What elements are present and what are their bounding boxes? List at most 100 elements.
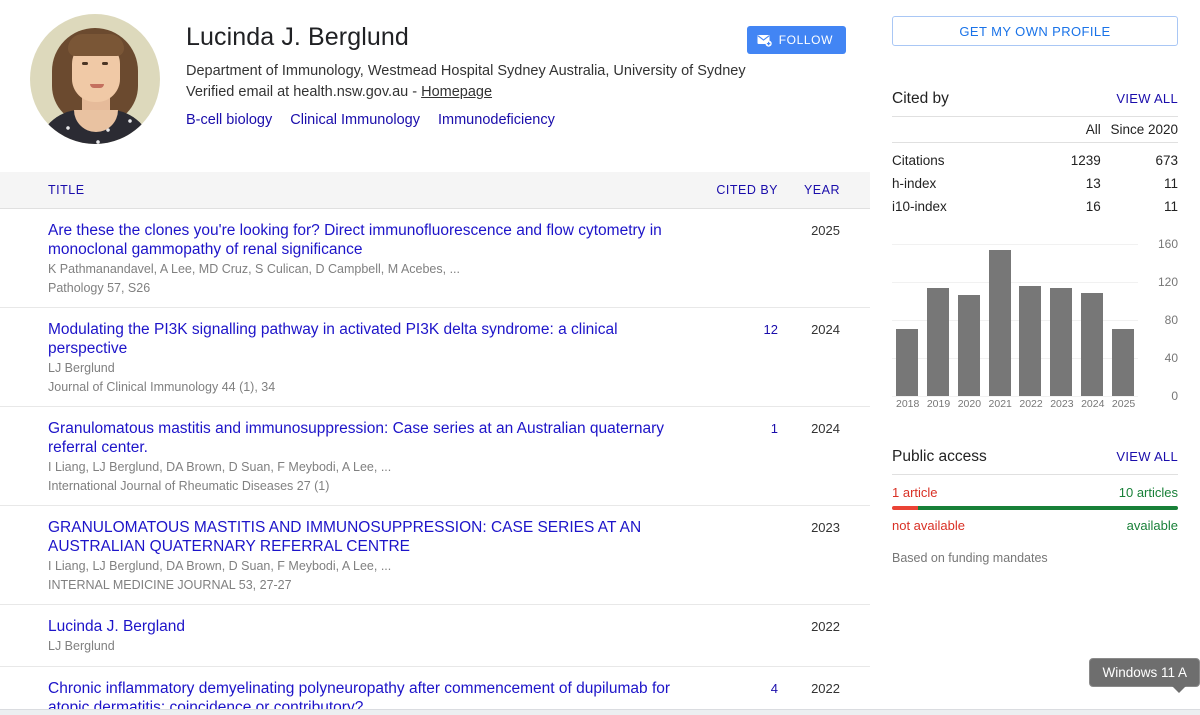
- gridline: [892, 244, 1138, 245]
- table-row[interactable]: Modulating the PI3K signalling pathway i…: [0, 308, 870, 407]
- metrics-header-blank: [892, 116, 1024, 143]
- chart-bar[interactable]: [1111, 329, 1134, 396]
- avatar[interactable]: [30, 14, 160, 144]
- public-access-counts: 1 article 10 articles: [892, 485, 1178, 500]
- column-header-cited-by[interactable]: CITED BY: [716, 183, 778, 197]
- column-header-title[interactable]: TITLE: [48, 183, 85, 197]
- public-access-bar-not-available: [892, 506, 918, 510]
- chart-plot-area: [892, 244, 1138, 397]
- table-row[interactable]: Are these the clones you're looking for?…: [0, 209, 870, 308]
- publication-title-link[interactable]: Lucinda J. Bergland: [48, 618, 186, 635]
- profile-info: Lucinda J. Berglund Department of Immuno…: [186, 14, 747, 128]
- chart-x-axis-labels: 2018 2019 2020 2021 2022 2023 2024 2025: [892, 398, 1138, 410]
- public-access-view-all-link[interactable]: VIEW ALL: [1116, 449, 1178, 464]
- publication-venue: Pathology 57, S26: [48, 280, 151, 295]
- publication-title-link[interactable]: GRANULOMATOUS MASTITIS AND IMMUNOSUPPRES…: [48, 519, 642, 555]
- chart-bar[interactable]: [957, 295, 980, 396]
- chart-bar-column: [957, 244, 980, 396]
- chart-bar-column: [988, 244, 1011, 396]
- chart-bar-column: [1050, 244, 1073, 396]
- public-access-labels: not available available: [892, 518, 1178, 533]
- chart-x-label: 2021: [988, 398, 1012, 410]
- chart-bar[interactable]: [1050, 288, 1073, 396]
- verified-email-text: Verified email at health.nsw.gov.au -: [186, 84, 422, 100]
- publication-title-link[interactable]: Are these the clones you're looking for?…: [48, 222, 662, 258]
- table-row[interactable]: Lucinda J. Bergland LJ Berglund 2022: [0, 605, 870, 667]
- public-access-bar: [892, 506, 1178, 510]
- publication-cell: Are these the clones you're looking for?…: [48, 221, 700, 296]
- chart-y-label: 120: [1157, 275, 1178, 289]
- table-row[interactable]: Chronic inflammatory demyelinating polyn…: [0, 667, 870, 715]
- publication-year: 2025: [811, 223, 840, 238]
- publication-title-link[interactable]: Modulating the PI3K signalling pathway i…: [48, 321, 618, 357]
- chart-y-axis-labels: 0 40 80 120 160: [1142, 236, 1178, 408]
- chart-y-label: 80: [1164, 313, 1178, 327]
- profile-photo-icon[interactable]: [30, 14, 160, 144]
- gridline: [892, 320, 1138, 321]
- publication-year: 2022: [811, 680, 840, 696]
- public-access-not-available-count[interactable]: 1 article: [892, 485, 938, 500]
- chart-bar-column: [926, 244, 949, 396]
- chart-bar[interactable]: [926, 288, 949, 396]
- public-access-available-count[interactable]: 10 articles: [1118, 485, 1178, 500]
- follow-button[interactable]: FOLLOW: [746, 26, 846, 54]
- envelope-plus-icon: [757, 34, 772, 47]
- metric-value-all: 13: [1085, 176, 1101, 191]
- publication-cited-by-count: [700, 221, 778, 223]
- publication-cited-by-count[interactable]: 4: [770, 680, 778, 696]
- gridline: [892, 396, 1138, 397]
- chart-bar-column: [896, 244, 918, 396]
- metric-value-all: 16: [1085, 199, 1101, 214]
- table-row[interactable]: Granulomatous mastitis and immunosuppres…: [0, 407, 870, 506]
- chart-x-label: 2018: [896, 398, 920, 410]
- chart-bar[interactable]: [896, 329, 918, 396]
- chart-bars: [892, 244, 1138, 396]
- profile-email-line: Verified email at health.nsw.gov.au - Ho…: [186, 82, 747, 103]
- publication-cited-by-count[interactable]: 12: [763, 322, 778, 337]
- interest-link-immunodeficiency[interactable]: Immunodeficiency: [438, 112, 555, 128]
- publication-authors: K Pathmanandavel, A Lee, MD Cruz, S Culi…: [48, 262, 460, 276]
- public-access-panel-header: Public access VIEW ALL: [892, 448, 1178, 474]
- publication-authors: I Liang, LJ Berglund, DA Brown, D Suan, …: [48, 460, 392, 474]
- public-access-available-label: available: [1126, 518, 1178, 533]
- profile-header: Lucinda J. Berglund Department of Immuno…: [0, 0, 870, 144]
- publication-year: 2024: [811, 322, 840, 337]
- chart-bar[interactable]: [1019, 286, 1042, 396]
- metrics-row: Citations 1239 673: [892, 143, 1178, 173]
- citations-per-year-chart: 2018 2019 2020 2021 2022 2023 2024 2025 0 40 80 12…: [892, 236, 1178, 410]
- cited-by-view-all-link[interactable]: VIEW ALL: [1116, 91, 1178, 106]
- interest-link-b-cell-biology[interactable]: B-cell biology: [186, 112, 273, 128]
- publication-authors: LJ Berglund: [48, 361, 115, 375]
- publications-table: TITLE CITED BY YEAR Are these the clones…: [0, 172, 870, 715]
- metric-label: i10-index: [892, 199, 947, 214]
- chart-x-label: 2023: [1050, 398, 1074, 410]
- chart-bar-column: [1081, 244, 1104, 396]
- taskbar-tooltip: Windows 11 A: [1089, 658, 1200, 693]
- publication-title-link[interactable]: Granulomatous mastitis and immunosuppres…: [48, 420, 665, 456]
- publication-year: 2023: [811, 520, 840, 535]
- table-row[interactable]: GRANULOMATOUS MASTITIS AND IMMUNOSUPPRES…: [0, 506, 870, 605]
- public-access-divider: [892, 474, 1178, 475]
- interest-link-clinical-immunology[interactable]: Clinical Immunology: [290, 112, 420, 128]
- publication-venue: International Journal of Rheumatic Disea…: [48, 478, 330, 493]
- publication-cited-by-count: [700, 617, 778, 619]
- publication-year: 2024: [811, 421, 840, 436]
- chart-bar[interactable]: [1081, 293, 1104, 396]
- column-header-year[interactable]: YEAR: [803, 183, 840, 197]
- research-interests: B-cell biology Clinical Immunology Immun…: [186, 112, 747, 128]
- chart-bar[interactable]: [988, 250, 1011, 396]
- homepage-link[interactable]: Homepage: [421, 84, 493, 100]
- metric-value-all: 1239: [1070, 153, 1101, 168]
- publication-venue: INTERNAL MEDICINE JOURNAL 53, 27-27: [48, 577, 292, 592]
- profile-main-column: Lucinda J. Berglund Department of Immuno…: [0, 0, 870, 715]
- publication-year: 2022: [811, 619, 840, 634]
- publication-authors: LJ Berglund: [48, 639, 115, 653]
- publication-cited-by-count[interactable]: 1: [770, 421, 778, 436]
- metric-label: Citations: [892, 153, 945, 168]
- page-title: Lucinda J. Berglund: [186, 23, 409, 51]
- cited-by-title: Cited by: [892, 90, 949, 107]
- metrics-header-since: Since 2020: [1100, 116, 1178, 143]
- get-my-own-profile-button[interactable]: GET MY OWN PROFILE: [892, 16, 1178, 46]
- public-access-note: Based on funding mandates: [892, 551, 1048, 565]
- follow-button-label: FOLLOW: [778, 33, 833, 47]
